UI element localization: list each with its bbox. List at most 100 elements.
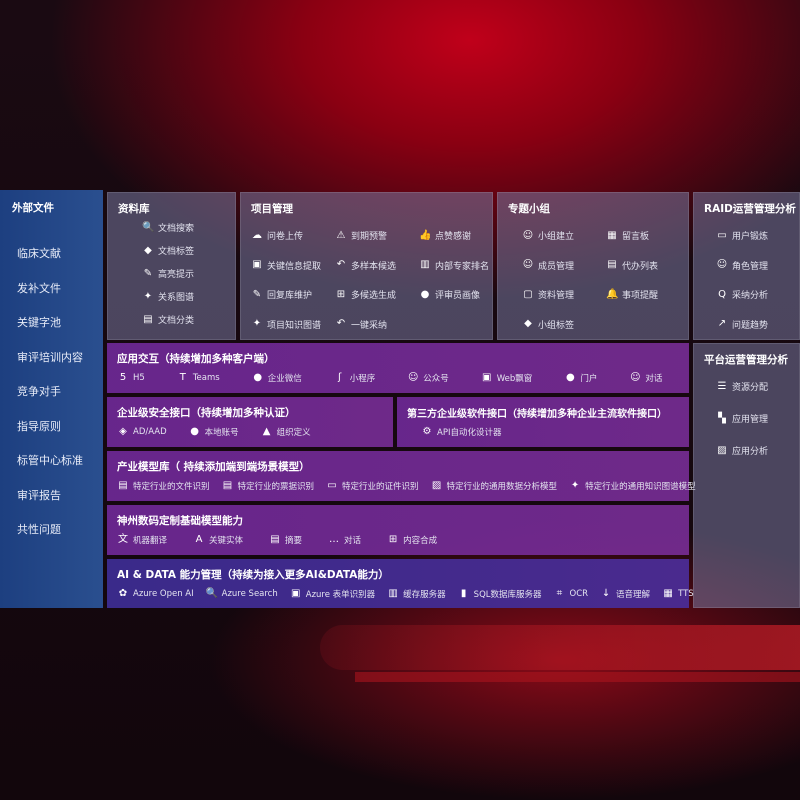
- feature-item[interactable]: ☰ 资源分配: [716, 380, 769, 394]
- feature-item[interactable]: ☺ 成员管理: [522, 259, 574, 272]
- background-shape: [355, 672, 800, 682]
- feature-item[interactable]: ☺ 小组建立: [522, 229, 574, 243]
- id-card-icon: ▭: [327, 480, 337, 491]
- feature-item[interactable]: ◈ AD/AAD: [117, 426, 167, 438]
- feature-item[interactable]: ● 门户: [564, 372, 597, 384]
- feature-label: 事项提醒: [622, 291, 659, 301]
- feature-item[interactable]: 🔍 文档搜索: [142, 221, 194, 235]
- feature-item[interactable]: ▨ 特定行业的通用数据分析模型: [431, 480, 558, 492]
- background-shape: [320, 625, 800, 670]
- feature-item[interactable]: ▲ 组织定义: [261, 426, 311, 438]
- panel-title: 外部文件: [12, 202, 54, 214]
- feature-label: 摘要: [285, 536, 303, 546]
- feature-item[interactable]: ● 企业微信: [252, 372, 302, 384]
- ocr-icon: ⌗: [556, 588, 563, 599]
- external-file-item[interactable]: 关键字池: [17, 316, 61, 329]
- feature-item[interactable]: … 对话: [328, 534, 361, 546]
- feature-item[interactable]: ↓ 语音理解: [600, 588, 650, 600]
- feature-item[interactable]: ▨ 应用分析: [716, 444, 768, 458]
- external-file-item[interactable]: 审评培训内容: [17, 350, 83, 364]
- external-file-item[interactable]: 临床文献: [17, 247, 61, 260]
- feature-item[interactable]: 文机器翻译: [117, 534, 167, 546]
- feature-label: 小组标签: [538, 320, 575, 331]
- feature-label: 资源分配: [732, 383, 769, 393]
- external-file-item[interactable]: 审评报告: [17, 488, 61, 502]
- feature-item[interactable]: ▤ 特定行业的文件识别: [117, 480, 209, 492]
- feature-item[interactable]: ▣ Web飘窗: [481, 372, 532, 384]
- feature-label: 回复库维护: [267, 291, 313, 301]
- feature-label: 问题趋势: [732, 320, 769, 331]
- feature-item[interactable]: ▮ SQL数据库服务器: [458, 588, 542, 600]
- feature-item[interactable]: ▭ 特定行业的证件识别: [326, 480, 419, 492]
- feature-label: 高亮提示: [158, 270, 195, 280]
- feature-item[interactable]: ▤ 摘要: [269, 534, 302, 546]
- external-file-item[interactable]: 竞争对手: [17, 385, 61, 398]
- user-icon: ●: [420, 288, 430, 300]
- feature-item[interactable]: ▭ 用户锻炼: [716, 229, 769, 243]
- openai-icon: ✿: [118, 588, 128, 599]
- feature-label: TTS: [678, 589, 694, 599]
- feature-item[interactable]: 👍 点赞感谢: [419, 229, 471, 243]
- feature-item[interactable]: A 关键实体: [193, 534, 243, 546]
- feature-item[interactable]: ▚ 应用管理: [716, 412, 769, 426]
- feature-item[interactable]: ⊞ 多候选生成: [335, 288, 396, 302]
- feature-item[interactable]: ⚠ 到期预警: [335, 229, 388, 243]
- feature-item[interactable]: ▤ 特定行业的票据识别: [222, 480, 314, 492]
- panel-title: 资料库: [118, 203, 150, 215]
- external-file-item[interactable]: 指导原则: [17, 419, 61, 433]
- feature-label: 文档分类: [158, 316, 195, 326]
- library-panel: 资料库 🔍 文档搜索 ◆ 文档标签 ✎ 高亮提示 ✦ 关系图谱 ▤ 文档分类: [107, 192, 236, 340]
- feature-item[interactable]: ● 评审员画像: [419, 288, 480, 302]
- feature-item[interactable]: ⚙ API自动化设计器: [421, 426, 502, 438]
- feature-item[interactable]: ☁ 问卷上传: [251, 229, 303, 243]
- cloud-upload-icon: ☁: [252, 229, 262, 241]
- feature-item[interactable]: ʃ 小程序: [334, 372, 375, 384]
- external-file-item[interactable]: 标管中心标准: [17, 454, 83, 467]
- feature-label: 特定行业的通用数据分析模型: [446, 482, 558, 492]
- bell-icon: 🔔: [606, 288, 619, 300]
- feature-item[interactable]: ☺ 公众号: [407, 372, 449, 384]
- feature-item[interactable]: 🔍 Azure Search: [206, 588, 278, 600]
- feature-item[interactable]: ↶ 一键采纳: [335, 318, 387, 331]
- edit-icon: ✎: [252, 288, 262, 300]
- org-icon: ▲: [262, 426, 271, 437]
- feature-item[interactable]: ● 本地账号: [189, 426, 238, 438]
- platform-panel: 平台运营管理分析 ☰ 资源分配 ▚ 应用管理 ▨ 应用分析: [693, 343, 800, 608]
- feature-item[interactable]: ✦ 特定行业的通用知识图谱模型: [569, 480, 696, 492]
- ad-icon: ◈: [119, 426, 127, 437]
- feature-item[interactable]: ◆ 文档标签: [142, 244, 194, 258]
- feature-label: 特定行业的证件识别: [342, 482, 419, 492]
- feature-item[interactable]: ↗ 问题趋势: [716, 318, 768, 331]
- feature-item[interactable]: 🔔 事项提醒: [606, 288, 659, 302]
- feature-item[interactable]: ▤ 文档分类: [142, 313, 195, 327]
- feature-item[interactable]: Q 采纳分析: [716, 288, 768, 302]
- feature-item[interactable]: ▣ Azure 表单识别器: [290, 588, 375, 600]
- external-file-item[interactable]: 共性问题: [17, 523, 61, 536]
- feature-item[interactable]: ▤ 代办列表: [606, 259, 658, 272]
- feature-item[interactable]: ▣ 关键信息提取: [251, 259, 321, 272]
- feature-item[interactable]: ✦ 关系图谱: [142, 290, 194, 304]
- feature-item[interactable]: ↶ 多样本候选: [335, 259, 396, 272]
- feature-label: 应用管理: [732, 415, 769, 425]
- speech-icon: ↓: [601, 588, 611, 599]
- feature-item[interactable]: ▢ 资料管理: [522, 288, 574, 302]
- feature-item[interactable]: ✎ 高亮提示: [142, 267, 195, 281]
- feature-item[interactable]: ▦ TTS: [662, 588, 694, 600]
- security-panel: 企业级安全接口（持续增加多种认证） ◈ AD/AAD ● 本地账号 ▲ 组织定义: [107, 397, 393, 447]
- feature-item[interactable]: ⊞ 内容合成: [387, 534, 437, 546]
- feature-item[interactable]: ✎ 回复库维护: [251, 288, 313, 302]
- feature-item[interactable]: ☺ 对话: [629, 372, 662, 384]
- feature-item[interactable]: ✦ 项目知识图谱: [251, 318, 321, 331]
- feature-item[interactable]: T Teams: [177, 372, 220, 384]
- feature-item[interactable]: 5 H5: [117, 372, 145, 384]
- feature-item[interactable]: ▥ 缓存服务器: [387, 588, 445, 600]
- feature-item[interactable]: ◆ 小组标签: [522, 318, 574, 331]
- feature-item[interactable]: ▦ 留言板: [606, 229, 649, 243]
- feature-label: 企业微信: [267, 374, 302, 384]
- feature-item[interactable]: ▥ 内部专家排名: [419, 259, 489, 272]
- feature-label: 用户锻炼: [732, 232, 769, 242]
- feature-item[interactable]: ✿ Azure Open AI: [117, 588, 194, 600]
- feature-item[interactable]: ☺ 角色管理: [716, 259, 768, 272]
- feature-item[interactable]: ⌗ OCR: [554, 588, 588, 600]
- external-file-item[interactable]: 发补文件: [17, 281, 61, 295]
